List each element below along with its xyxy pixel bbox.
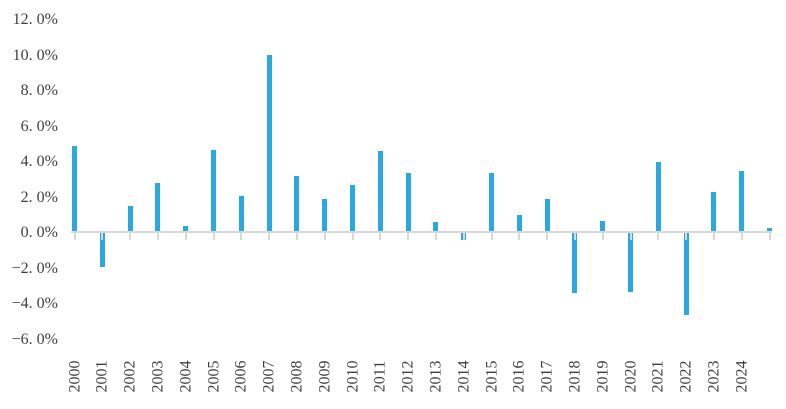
bar-2011: [378, 151, 383, 233]
bar-2010: [350, 185, 355, 233]
x-tick-label-2015: 2015: [483, 360, 501, 393]
x-tick-label-2012: 2012: [399, 360, 417, 393]
x-tick-label-2020: 2020: [622, 360, 640, 393]
x-axis-tick: [518, 233, 520, 240]
x-tick-label-2000: 2000: [66, 360, 84, 393]
x-axis-tick: [491, 233, 493, 240]
x-axis-tick: [101, 233, 103, 240]
x-axis-tick: [379, 233, 381, 240]
x-tick-label-2013: 2013: [427, 360, 445, 393]
x-tick-label-2022: 2022: [677, 360, 695, 393]
x-axis-tick: [713, 233, 715, 240]
x-tick-label-2003: 2003: [149, 360, 167, 393]
bar-2019: [600, 221, 605, 233]
y-tick-label: 10. 0%: [12, 47, 58, 64]
x-tick-label-2016: 2016: [510, 360, 528, 393]
x-axis-tick: [685, 233, 687, 240]
y-tick-label: 0. 0%: [20, 224, 58, 241]
bar-2002: [128, 206, 133, 233]
x-tick-label-2023: 2023: [705, 360, 723, 393]
x-tick-label-2001: 2001: [93, 360, 111, 393]
x-axis-tick: [213, 233, 215, 240]
x-tick-label-2021: 2021: [649, 360, 667, 393]
bar-2001: [100, 233, 105, 267]
bar-2015: [489, 173, 494, 233]
x-axis-tick: [574, 233, 576, 240]
x-tick-label-2005: 2005: [205, 360, 223, 393]
bar-2021: [656, 162, 661, 233]
x-tick-label-2002: 2002: [121, 360, 139, 393]
x-axis-tick: [630, 233, 632, 240]
bar-2007: [267, 55, 272, 233]
x-axis-line: [71, 231, 772, 233]
bar-2013: [433, 222, 438, 233]
x-tick-label-2011: 2011: [371, 360, 389, 393]
x-axis-tick: [769, 233, 771, 240]
y-tick-label: −6. 0%: [11, 331, 58, 348]
bar-2024: [739, 171, 744, 233]
y-tick-label: 8. 0%: [20, 82, 58, 99]
x-tick-label-2018: 2018: [566, 360, 584, 393]
bar-2022: [684, 233, 689, 315]
x-tick-label-2024: 2024: [733, 360, 751, 393]
x-axis-tick: [352, 233, 354, 240]
x-axis-tick: [435, 233, 437, 240]
x-tick-label-2010: 2010: [344, 360, 362, 393]
x-axis-tick: [129, 233, 131, 240]
bar-last: [767, 228, 772, 233]
x-tick-label-2014: 2014: [455, 360, 473, 393]
x-axis-tick: [185, 233, 187, 240]
y-tick-label: 4. 0%: [20, 153, 58, 170]
y-tick-label: 6. 0%: [20, 118, 58, 135]
x-axis-tick: [157, 233, 159, 240]
y-tick-label: 2. 0%: [20, 189, 58, 206]
x-tick-label-2007: 2007: [260, 360, 278, 393]
x-tick-label-2006: 2006: [232, 360, 250, 393]
x-axis-tick: [463, 233, 465, 240]
x-tick-label-2004: 2004: [177, 360, 195, 393]
bar-2004: [183, 226, 188, 233]
y-tick-label: −2. 0%: [11, 260, 58, 277]
bar-2009: [322, 199, 327, 233]
bar-2008: [294, 176, 299, 233]
bar-2017: [545, 199, 550, 233]
bar-2012: [406, 173, 411, 233]
bar-2018: [572, 233, 577, 293]
x-axis-tick: [657, 233, 659, 240]
x-axis-tick: [602, 233, 604, 240]
bar-2005: [211, 150, 216, 233]
bar-2000: [72, 146, 77, 233]
x-tick-label-2009: 2009: [316, 360, 334, 393]
bar-2006: [239, 196, 244, 233]
x-axis-tick: [74, 233, 76, 240]
x-axis-tick: [268, 233, 270, 240]
x-axis-tick: [546, 233, 548, 240]
bar-2020: [628, 233, 633, 292]
x-axis-tick: [296, 233, 298, 240]
x-tick-label-2008: 2008: [288, 360, 306, 393]
bar-2023: [711, 192, 716, 233]
y-tick-label: −4. 0%: [11, 295, 58, 312]
bar-2003: [155, 183, 160, 233]
x-axis-tick: [240, 233, 242, 240]
x-axis-tick: [324, 233, 326, 240]
x-tick-label-2017: 2017: [538, 360, 556, 393]
x-axis-tick: [741, 233, 743, 240]
bar-2016: [517, 215, 522, 233]
y-tick-label: 12. 0%: [12, 11, 58, 28]
x-tick-label-2019: 2019: [594, 360, 612, 393]
x-axis-tick: [407, 233, 409, 240]
